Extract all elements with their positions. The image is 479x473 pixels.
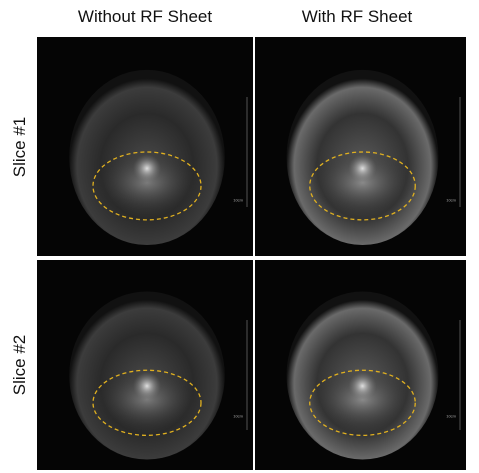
region-outline [309,369,416,436]
column-header: With RF Sheet [302,7,413,26]
scale-label: 10cm [446,414,456,419]
brainstem [348,372,377,400]
mri-panel: 10cm [37,260,253,470]
brainstem [133,154,161,183]
row-header: Slice #1 [10,117,29,177]
cerebellum [95,153,199,219]
region-outline [309,151,416,221]
scale-label: 10cm [233,414,243,419]
region-outline [92,151,202,221]
scale-label: 10cm [446,197,456,202]
region-outline [92,369,202,436]
mri-panel: 10cm [37,37,253,256]
column-header: Without RF Sheet [78,7,212,26]
mri-panel: 10cm [255,260,466,470]
cerebellum [311,153,414,219]
brainstem [133,372,161,400]
image-grid: 10cm 10cm 10cm 10cm [37,37,466,470]
cerebellum [311,371,414,435]
scale-label: 10cm [233,197,243,202]
mri-panel: 10cm [255,37,466,256]
brainstem [348,154,377,183]
row-header: Slice #2 [10,335,29,395]
cerebellum [95,371,199,435]
